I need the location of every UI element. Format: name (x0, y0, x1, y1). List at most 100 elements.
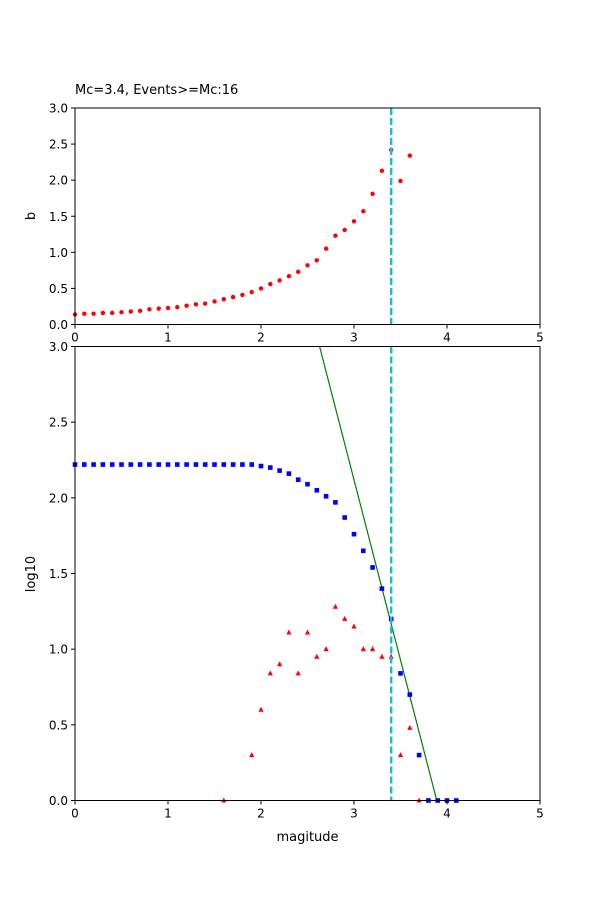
b-panel-point-circle (165, 305, 171, 311)
log10-panel-point-triangle (286, 629, 292, 635)
b-panel-point-circle (100, 310, 106, 316)
b-panel-ytick-label: 1.0 (49, 246, 68, 260)
b-panel-point-circle (398, 178, 403, 184)
log10-panel-point-square (286, 471, 292, 476)
log10-panel-ytick-label: 3.0 (49, 340, 68, 354)
log10-panel-point-square (379, 586, 385, 591)
log10-panel-point-square (305, 481, 310, 487)
log10-panel-xtick-label: 0 (71, 807, 79, 821)
b-panel-ytick-label: 1.5 (49, 210, 68, 224)
b-panel-ytick-label: 0.5 (49, 282, 68, 296)
log10-panel-ticks: 0 1 2 3 4 5 0.0 0.5 1.0 1.5 2.0 2.5 3.0 (49, 340, 544, 821)
log10-panel-xtick-label: 4 (443, 807, 451, 821)
log10-panel-point-triangle (351, 623, 357, 629)
log10-panel-point-square (249, 462, 254, 467)
b-panel-point-circle (333, 233, 338, 238)
log10-panel-point-square (258, 463, 264, 469)
log10-panel-marks (72, 346, 459, 803)
log10-panel-point-square (268, 465, 273, 470)
b-panel-ytick-label: 0.0 (49, 318, 68, 332)
log10-panel-point-triangle (277, 661, 283, 667)
log10-panel-point-square (193, 462, 199, 467)
log10-panel-ytick-label: 0.0 (49, 794, 68, 808)
log10-panel-point-triangle (379, 653, 385, 659)
log10-panel-xlabel: magitude (276, 830, 338, 845)
b-value-panel: Mc=3.4, Events>=Mc:16 0 1 2 3 4 5 0.0 0.5 1.0 1.5… (24, 83, 544, 345)
b-panel-ytick-label: 2.5 (49, 138, 68, 152)
log10-panel-point-square (370, 565, 375, 570)
log10-panel-point-triangle (258, 706, 264, 712)
b-panel-title: Mc=3.4, Events>=Mc:16 (75, 83, 238, 98)
log10-panel-point-square (314, 487, 320, 493)
log10-panel-point-square (323, 494, 329, 499)
b-panel-point-circle (361, 208, 366, 214)
log10-panel-ytick-label: 2.0 (49, 491, 68, 505)
log10-panel-point-triangle (295, 670, 301, 676)
b-panel-point-circle (296, 269, 301, 275)
b-panel-point-circle (221, 297, 226, 302)
log10-panel-point-square (156, 462, 161, 467)
b-panel-ticks: 0 1 2 3 4 5 0.0 0.5 1.0 1.5 2.0 2.5 3.0 (49, 102, 544, 345)
b-panel-point-circle (240, 292, 245, 298)
log10-panel-point-square (333, 500, 338, 505)
log10-panel-point-square (277, 468, 282, 473)
b-panel-xtick-label: 1 (164, 331, 172, 345)
log10-panel-point-square (175, 462, 180, 467)
log10-panel-point-square (240, 462, 245, 467)
b-panel-point-circle (203, 301, 208, 306)
log10-panel-point-triangle (342, 615, 348, 621)
log10-panel: 0 1 2 3 4 5 0.0 0.5 1.0 1.5 2.0 2.5 3.0 magitude log… (24, 340, 544, 845)
log10-panel-point-square (361, 548, 366, 554)
log10-panel-point-square (212, 462, 217, 467)
log10-panel-point-triangle (388, 653, 394, 659)
b-panel-point-circle (193, 302, 199, 307)
b-panel-point-circle (91, 311, 96, 316)
log10-panel-xtick-label: 3 (350, 807, 358, 821)
b-panel-point-circle (314, 258, 319, 263)
log10-panel-point-triangle (360, 646, 366, 652)
log10-panel-ytick-label: 1.5 (49, 567, 68, 581)
b-panel-point-circle (286, 273, 292, 279)
b-panel-point-circle (249, 289, 254, 295)
b-panel-point-circle (119, 310, 124, 315)
b-panel-point-circle (156, 306, 161, 311)
log10-panel-point-square (128, 462, 134, 467)
log10-panel-point-square (184, 462, 189, 467)
b-panel-ylabel: b (24, 212, 39, 220)
b-panel-marks (72, 108, 412, 325)
log10-panel-ytick-label: 0.5 (49, 718, 68, 732)
log10-panel-ylabel: log10 (24, 556, 39, 592)
log10-panel-point-square (398, 671, 403, 676)
log10-panel-point-triangle (323, 646, 329, 652)
b-panel-point-circle (351, 219, 357, 224)
log10-panel-point-square (416, 752, 422, 758)
b-panel-xtick-label: 4 (443, 331, 451, 345)
log10-panel-point-triangle (407, 724, 413, 730)
b-panel-point-circle (184, 303, 189, 308)
log10-panel-point-square (342, 515, 347, 520)
log10-panel-ytick-label: 2.5 (49, 416, 68, 430)
log10-panel-point-triangle (397, 752, 404, 758)
log10-panel-point-square (82, 462, 87, 467)
b-panel-xtick-label: 5 (536, 331, 544, 345)
log10-panel-point-square (202, 462, 208, 467)
log10-panel-point-triangle (370, 646, 376, 652)
b-panel-point-circle (342, 227, 347, 233)
b-panel-point-circle (305, 263, 310, 268)
log10-panel-xtick-label: 5 (536, 807, 544, 821)
b-panel-point-circle (147, 307, 152, 312)
log10-panel-point-square (230, 462, 236, 467)
log10-panel-point-triangle (332, 603, 338, 609)
b-panel-point-circle (258, 286, 264, 291)
log10-panel-point-square (351, 531, 357, 537)
b-panel-point-circle (407, 153, 412, 158)
b-panel-point-circle (212, 299, 217, 304)
log10-panel-point-square (221, 462, 227, 467)
log10-panel-point-triangle (267, 670, 273, 676)
b-panel-point-circle (82, 311, 87, 316)
b-panel-point-circle (268, 281, 273, 287)
log10-panel-point-square (91, 462, 96, 467)
log10-panel-point-triangle (249, 752, 255, 758)
log10-panel-point-square (407, 692, 413, 697)
